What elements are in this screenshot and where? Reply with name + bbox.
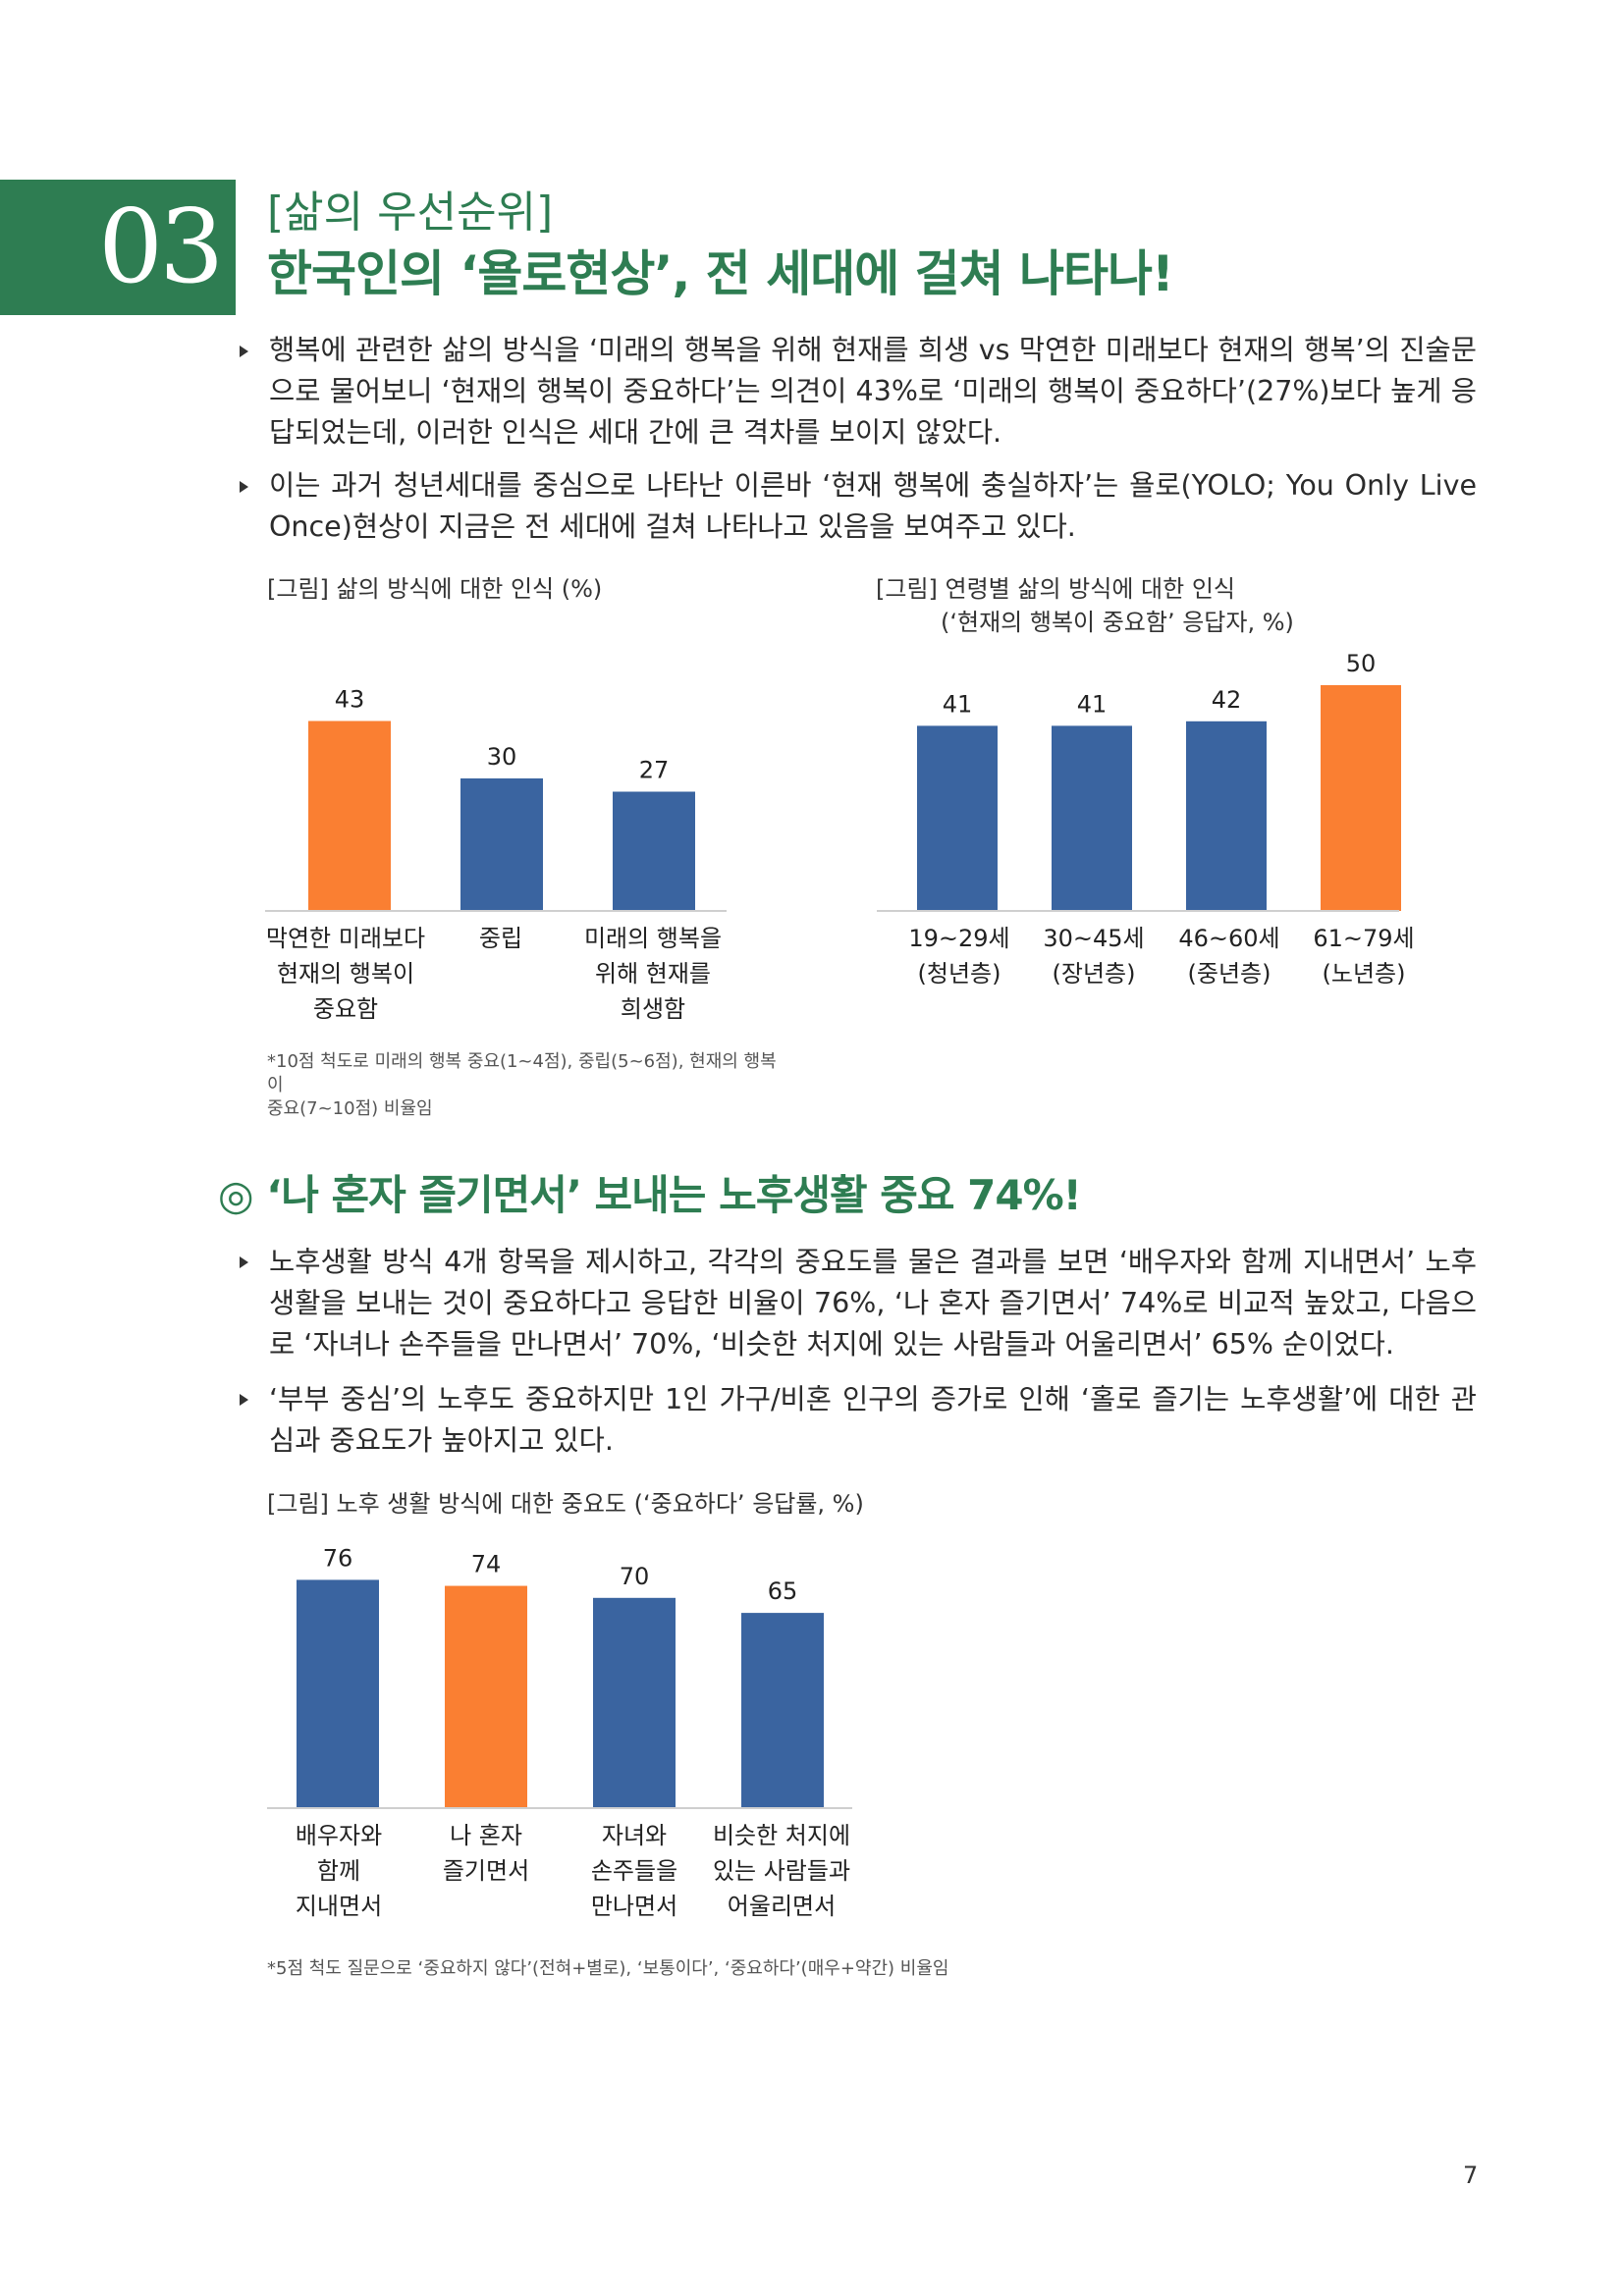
figure-1-caption: [그림] 삶의 방식에 대한 인식 (%) bbox=[267, 575, 603, 603]
figure-3-caption: [그림] 노후 생활 방식에 대한 중요도 (‘중요하다’ 응답률, %) bbox=[267, 1490, 864, 1518]
bar bbox=[1186, 721, 1267, 911]
bar-value-label: 30 bbox=[487, 743, 517, 771]
figure-1-category-label: 막연한 미래보다 현재의 행복이 중요함 bbox=[265, 925, 426, 1023]
figure-2-category-label: 19~29세 (청년층) bbox=[908, 925, 1010, 988]
subsection-title: ◎ ‘나 혼자 즐기면서’ 보내는 노후생활 중요 74%! bbox=[218, 1171, 1082, 1219]
figure-1-category-label: 중립 bbox=[478, 925, 523, 952]
paragraph-1: 행복에 관련한 삶의 방식을 ‘미래의 행복을 위해 현재를 희생 vs 막연한… bbox=[269, 334, 1477, 449]
figure-2-category-label: 46~60세 (중년층) bbox=[1178, 925, 1280, 988]
figure-1-chart: 43 30 27 bbox=[308, 686, 695, 911]
figure-3-category-label: 나 혼자 즐기면서 bbox=[442, 1822, 530, 1885]
bar-value-label: 50 bbox=[1346, 650, 1377, 677]
bar bbox=[460, 778, 543, 911]
bar bbox=[741, 1613, 824, 1808]
figure-2-caption: [그림] 연령별 삶의 방식에 대한 인식 bbox=[876, 575, 1235, 603]
bar bbox=[308, 721, 391, 911]
paragraph-3: 노후생활 방식 4개 항목을 제시하고, 각각의 중요도를 물은 결과를 보면 … bbox=[269, 1246, 1477, 1361]
bar bbox=[917, 725, 998, 911]
section-number: 03 bbox=[98, 187, 224, 306]
figure-1-baseline bbox=[265, 910, 727, 912]
bar-value-label: 42 bbox=[1212, 686, 1242, 714]
bar-value-label: 74 bbox=[471, 1551, 502, 1578]
bar bbox=[1321, 685, 1401, 911]
bullet-marker-icon bbox=[240, 481, 253, 495]
bar-value-label: 41 bbox=[943, 690, 973, 718]
bar-value-label: 43 bbox=[335, 686, 365, 714]
figure-2-baseline bbox=[877, 910, 1399, 912]
paragraph-2: 이는 과거 청년세대를 중심으로 나타난 이른바 ‘현재 행복에 충실하자’는 … bbox=[269, 469, 1477, 543]
figure-2-chart: 41 41 42 50 bbox=[917, 650, 1401, 911]
bullet-marker-icon bbox=[240, 1256, 253, 1270]
bar-value-label: 27 bbox=[639, 757, 670, 784]
figure-1-note: *10점 척도로 미래의 행복 중요(1~4점), 중립(5~6점), 현재의 … bbox=[267, 1051, 777, 1119]
figure-2-subcaption: (‘현재의 행복이 중요함’ 응답자, %) bbox=[941, 609, 1294, 636]
paragraph-4: ‘부부 중심’의 노후도 중요하지만 1인 가구/비혼 인구의 증가로 인해 ‘… bbox=[269, 1383, 1477, 1457]
bar bbox=[613, 791, 695, 911]
bar-value-label: 70 bbox=[620, 1563, 650, 1590]
section-kicker: [삶의 우선순위] bbox=[267, 187, 554, 238]
bar bbox=[445, 1585, 527, 1808]
bar-value-label: 76 bbox=[323, 1544, 353, 1572]
bar-value-label: 41 bbox=[1077, 690, 1108, 718]
bullet-marker-icon bbox=[240, 1394, 253, 1408]
figure-3-category-label: 배우자와 함께 지내면서 bbox=[295, 1822, 383, 1920]
figure-3-category-label: 자녀와 손주들을 만나면서 bbox=[590, 1822, 678, 1920]
section-title: 한국인의 ‘욜로현상’, 전 세대에 걸쳐 나타나! bbox=[267, 245, 1174, 302]
bar bbox=[1052, 725, 1132, 911]
figure-3-baseline bbox=[267, 1807, 852, 1809]
bar bbox=[593, 1597, 676, 1808]
figure-3-category-label: 비슷한 처지에 있는 사람들과 어울리면서 bbox=[712, 1822, 851, 1920]
figure-3-chart: 76 74 70 65 bbox=[297, 1544, 824, 1808]
figure-2-category-label: 61~79세 (노년층) bbox=[1313, 925, 1415, 988]
section-number-band bbox=[0, 180, 236, 315]
figure-3-note: *5점 척도 질문으로 ‘중요하지 않다’(전혀+별로), ‘보통이다’, ‘중… bbox=[267, 1958, 949, 1979]
bar-value-label: 65 bbox=[768, 1577, 798, 1605]
figure-1-category-label: 미래의 행복을 위해 현재를 희생함 bbox=[583, 925, 723, 1023]
figure-2-category-label: 30~45세 (장년층) bbox=[1043, 925, 1145, 988]
bullet-marker-icon bbox=[240, 346, 253, 359]
bar bbox=[297, 1579, 379, 1808]
page-number: 7 bbox=[1463, 2162, 1479, 2189]
